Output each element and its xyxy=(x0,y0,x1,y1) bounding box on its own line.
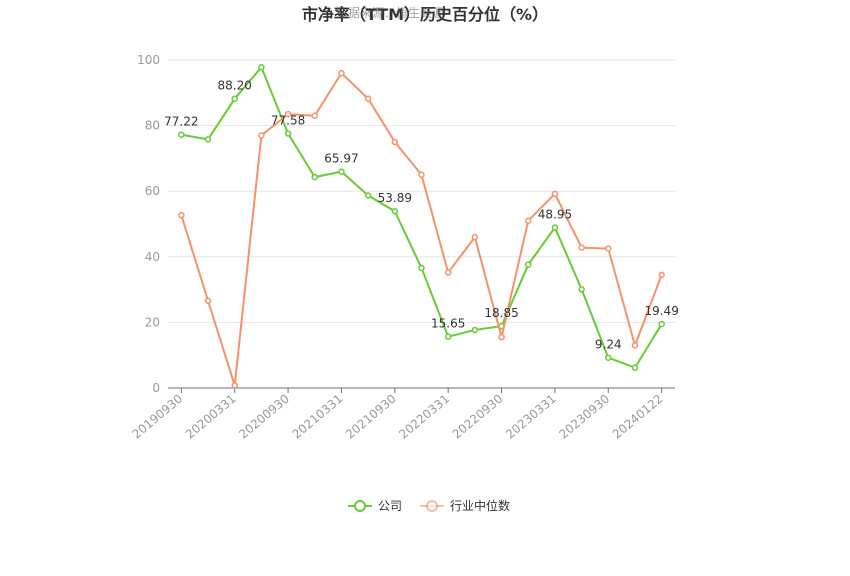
data-point xyxy=(231,382,238,389)
watermark: 数据来源：恒生聚源 xyxy=(336,5,444,20)
data-label: 77.58 xyxy=(271,114,305,128)
data-label: 88.20 xyxy=(218,79,252,93)
grid-lines xyxy=(168,59,675,323)
data-label: 77.22 xyxy=(164,115,198,129)
y-tick-label: 0 xyxy=(152,381,160,395)
y-tick-label: 20 xyxy=(145,315,160,329)
x-tick-label: 20230331 xyxy=(503,392,559,442)
data-point xyxy=(418,264,425,272)
data-point xyxy=(418,171,425,179)
x-tick-label: 20200331 xyxy=(183,392,239,442)
data-point xyxy=(284,130,292,137)
data-point xyxy=(258,63,265,71)
data-labels: 77.22 88.20 77.58 65.97 53.89 15.65 18.85 48.95… xyxy=(164,79,679,352)
x-tick-label: 20230930 xyxy=(556,392,612,442)
data-point xyxy=(605,354,612,361)
data-point xyxy=(391,138,399,146)
data-label: 19.49 xyxy=(644,304,678,318)
data-label: 65.97 xyxy=(324,152,358,166)
y-tick-label: 40 xyxy=(145,250,160,264)
data-point xyxy=(444,333,452,340)
legend-label: 行业中位数 xyxy=(450,498,510,513)
data-point xyxy=(524,261,532,268)
data-point xyxy=(338,168,345,175)
data-point xyxy=(551,190,559,198)
data-point xyxy=(178,131,185,138)
chart-title: 市净率（TTM）历史百分位（%） xyxy=(302,5,548,24)
data-point xyxy=(444,269,452,276)
legend-swatch-marker xyxy=(354,500,366,512)
series-layer xyxy=(178,63,665,389)
data-point xyxy=(498,333,505,341)
x-tick-label: 20190930 xyxy=(129,392,185,442)
data-point xyxy=(658,271,665,279)
data-point xyxy=(338,69,345,77)
data-label: 53.89 xyxy=(378,191,412,205)
legend[interactable]: 公司 行业中位数 xyxy=(348,498,510,513)
data-point xyxy=(204,136,212,143)
data-point xyxy=(605,245,612,252)
legend-item-0[interactable]: 公司 xyxy=(348,499,402,513)
x-tick-label: 20210331 xyxy=(290,392,346,442)
data-point xyxy=(471,233,479,241)
y-tick-label: 60 xyxy=(145,184,160,198)
legend-swatch-marker xyxy=(426,500,438,512)
data-point xyxy=(311,173,319,181)
data-point xyxy=(578,286,585,293)
data-point xyxy=(524,217,532,224)
data-label: 48.95 xyxy=(538,207,572,221)
legend-item-1[interactable]: 行业中位数 xyxy=(420,498,510,513)
data-point xyxy=(658,320,665,328)
data-label: 9.24 xyxy=(595,338,622,352)
data-point xyxy=(631,342,639,349)
data-point xyxy=(578,244,585,251)
x-tick-label: 20220331 xyxy=(396,392,452,442)
data-point xyxy=(364,192,372,199)
y-tick-label: 80 xyxy=(145,119,160,133)
x-tick-label: 20240122 xyxy=(610,392,666,442)
y-tick-label: 100 xyxy=(137,53,160,67)
data-point xyxy=(311,112,319,120)
legend-label: 公司 xyxy=(378,499,402,513)
x-tick-label: 20220930 xyxy=(450,392,506,442)
data-point xyxy=(391,207,399,215)
data-label: 18.85 xyxy=(484,306,518,320)
series-line-1 xyxy=(180,72,663,387)
data-point xyxy=(204,297,212,305)
data-point xyxy=(631,364,639,371)
data-point xyxy=(364,95,372,102)
data-point xyxy=(231,95,238,102)
data-point xyxy=(471,326,479,334)
x-tick-label: 20210930 xyxy=(343,392,399,442)
data-point xyxy=(284,110,292,118)
data-point xyxy=(551,224,559,231)
data-point xyxy=(178,211,185,219)
x-tick-label: 20200930 xyxy=(236,392,292,442)
data-label: 15.65 xyxy=(431,317,465,331)
data-point xyxy=(258,132,265,139)
